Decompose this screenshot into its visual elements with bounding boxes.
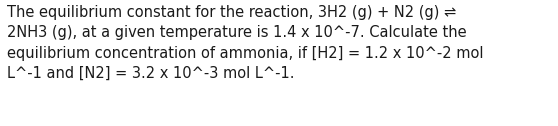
Text: The equilibrium constant for the reaction, 3H2 (g) + N2 (g) ⇌
2NH3 (g), at a giv: The equilibrium constant for the reactio…: [7, 5, 484, 81]
